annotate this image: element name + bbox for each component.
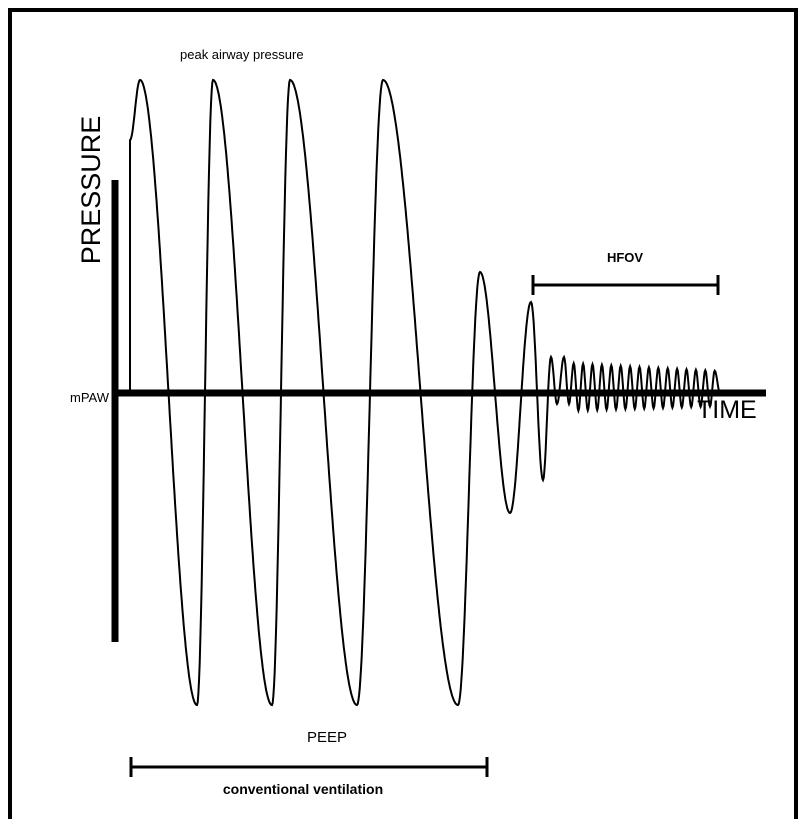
conventional-bracket — [129, 757, 489, 777]
hfov-bracket — [531, 275, 720, 295]
conventional-label: conventional ventilation — [223, 781, 383, 797]
peak-label: peak airway pressure — [180, 47, 304, 62]
hfov-label: HFOV — [607, 250, 643, 265]
time-label: TIME — [697, 396, 757, 424]
mpaw-label: mPAW — [70, 390, 110, 405]
waveform — [129, 78, 721, 707]
frame — [8, 8, 798, 819]
peep-label: PEEP — [307, 729, 347, 746]
pressure-label: PRESSURE — [76, 116, 106, 265]
